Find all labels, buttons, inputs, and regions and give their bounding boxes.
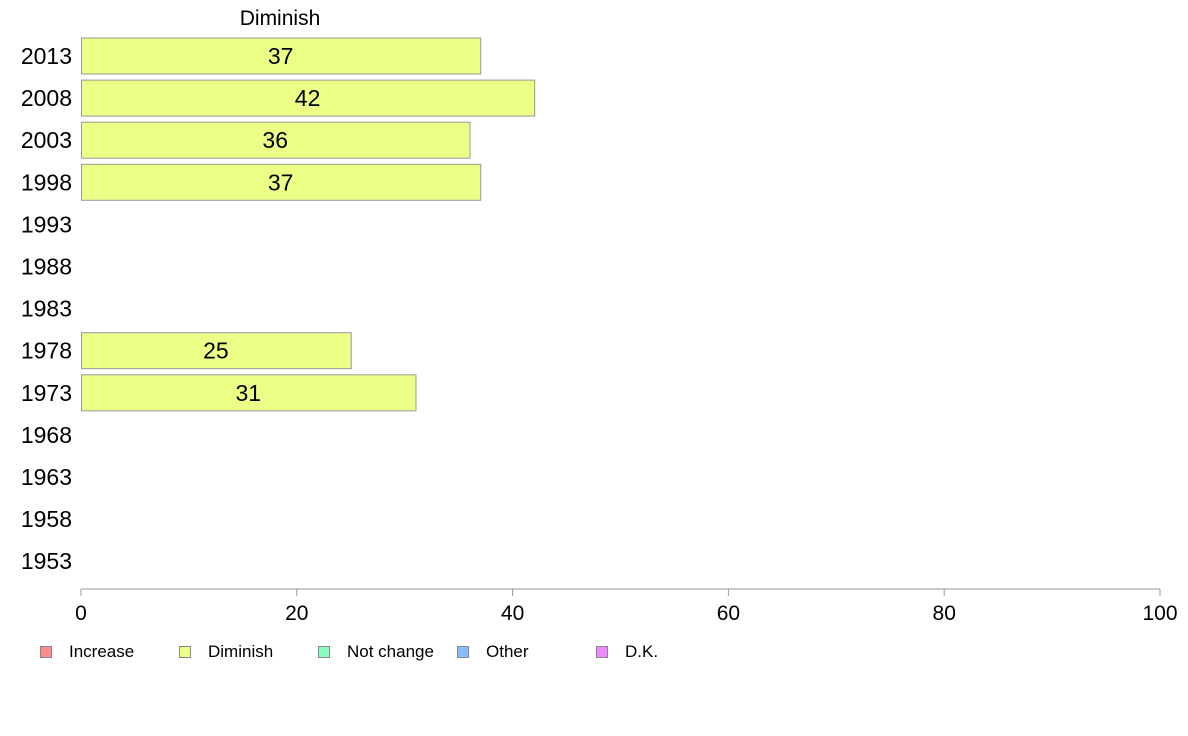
x-tick-label: 40	[501, 602, 524, 625]
legend-label: D.K.	[625, 642, 659, 661]
data-label: 42	[295, 85, 321, 111]
legend-swatch	[179, 646, 191, 658]
data-label: 36	[262, 127, 288, 153]
y-tick-label: 2008	[21, 85, 72, 111]
legend-item: Diminish	[179, 640, 273, 664]
data-label: 37	[268, 43, 294, 69]
legend-item: Not change	[318, 640, 434, 664]
y-tick-label: 1963	[21, 464, 72, 490]
legend-swatch	[318, 646, 330, 658]
x-tick-label: 80	[933, 602, 956, 625]
y-axis-labels: 2013 2008 2003 1998 1993 1988 1983 1978 1973 1968…	[21, 43, 72, 574]
data-label: 37	[268, 169, 294, 195]
legend-label: Increase	[69, 642, 135, 661]
legend-label: Diminish	[208, 642, 274, 661]
y-tick-label: 1983	[21, 296, 72, 322]
y-tick-label: 1988	[21, 254, 72, 280]
bar	[81, 37, 482, 75]
y-tick-label: 1993	[21, 211, 72, 237]
x-tick-label: 20	[285, 602, 308, 625]
x-tick-label: 0	[75, 602, 87, 625]
data-label: 31	[235, 380, 261, 406]
legend-item: D.K.	[596, 640, 658, 664]
legend-item: Other	[457, 640, 529, 664]
bar	[81, 163, 482, 201]
bar	[81, 121, 471, 159]
legend-swatch	[596, 646, 608, 658]
y-tick-label: 1998	[21, 169, 72, 195]
legend-swatch	[457, 646, 469, 658]
chart-title: Diminish	[240, 7, 321, 30]
y-tick-label: 2013	[21, 43, 72, 69]
y-tick-label: 1953	[21, 548, 72, 574]
x-tick-label: 60	[717, 602, 740, 625]
data-label: 25	[203, 338, 229, 364]
legend-label: Other	[486, 642, 529, 661]
legend: Increase Diminish Not change Other D.K.	[40, 640, 740, 664]
bar	[81, 79, 536, 117]
legend-item: Increase	[40, 640, 134, 664]
bar	[81, 374, 417, 412]
y-tick-label: 1958	[21, 506, 72, 532]
legend-swatch	[40, 646, 52, 658]
bar	[81, 332, 352, 370]
legend-label: Not change	[347, 642, 434, 661]
y-tick-label: 1968	[21, 422, 72, 448]
y-tick-label: 2003	[21, 127, 72, 153]
x-tick-label: 100	[1142, 602, 1177, 625]
y-tick-label: 1978	[21, 338, 72, 364]
y-tick-label: 1973	[21, 380, 72, 406]
x-axis: 0 20 40 60 80 100	[75, 588, 1178, 625]
